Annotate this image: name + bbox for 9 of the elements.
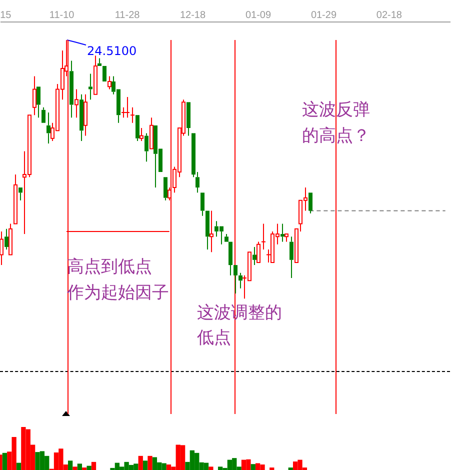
x-tick-label: 15: [0, 10, 12, 21]
x-tick-label: 01-29: [310, 10, 337, 21]
x-tick-label: 12-18: [180, 10, 206, 21]
annotation: 这波反弹的高点？: [302, 100, 370, 146]
annotation: 24.5100: [87, 44, 137, 58]
x-tick-label: 01-09: [245, 10, 272, 21]
x-tick-label: 11-10: [49, 10, 75, 21]
x-tick-label: 11-28: [114, 10, 140, 21]
x-tick-label: 02-18: [376, 10, 402, 21]
